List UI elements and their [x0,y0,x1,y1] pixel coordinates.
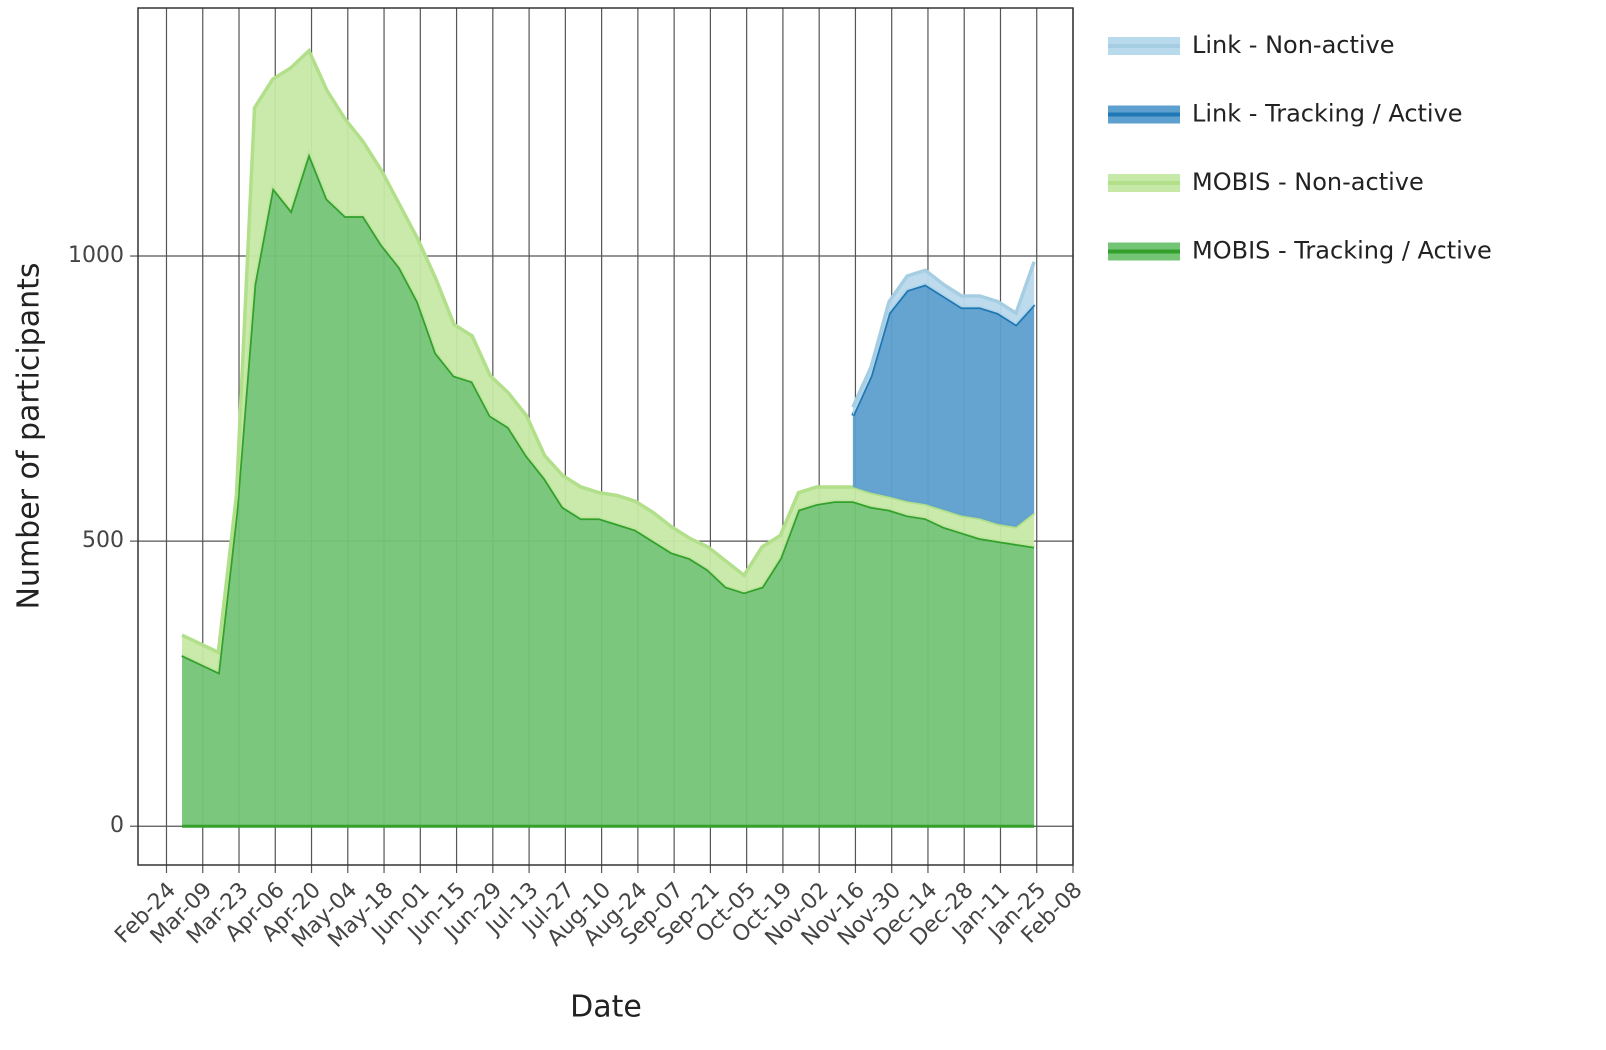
area [182,50,1035,673]
legend-label: Link - Tracking / Active [1192,100,1463,128]
area-line [181,148,1035,675]
y-tick-label: 0 [110,813,124,838]
x-axis-title: Date [570,990,642,1025]
area [852,284,1035,527]
y-tick-label: 1000 [68,243,124,268]
area [182,153,1035,827]
area-line [851,261,1036,408]
legend-label: MOBIS - Non-active [1192,168,1424,196]
legend-label: Link - Non-active [1192,31,1395,59]
plot-frame [137,7,1074,866]
y-axis-title: Number of participants [12,262,47,609]
y-tick-label: 500 [82,528,124,553]
legend-label: MOBIS - Tracking / Active [1192,237,1492,265]
